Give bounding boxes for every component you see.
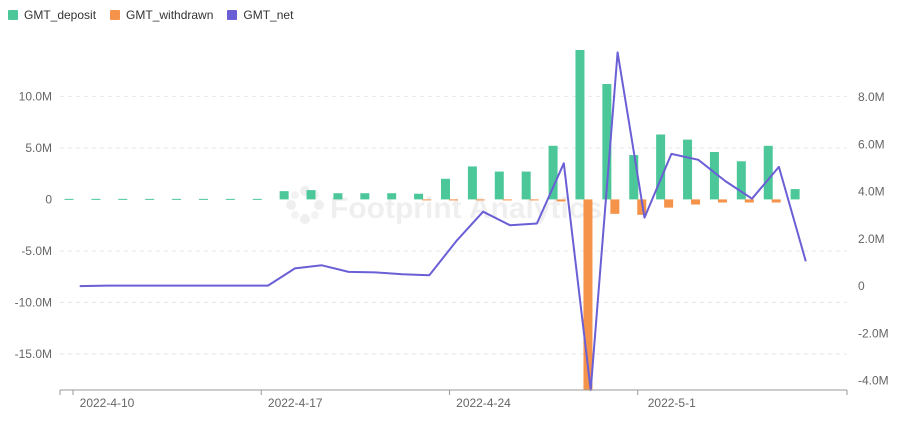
deposit-bar <box>656 134 666 200</box>
legend-item-withdrawn[interactable]: GMT_withdrawn <box>110 8 213 22</box>
deposit-bar <box>252 198 262 200</box>
deposit-bar <box>387 193 397 200</box>
deposit-bar <box>736 161 746 200</box>
withdrawn-bar <box>691 199 701 205</box>
y-left-tick-label: 5.0M <box>25 141 52 155</box>
net-swatch-icon <box>227 10 238 20</box>
x-tick-label: 2022-5-1 <box>648 396 696 410</box>
deposit-bar <box>790 189 800 200</box>
withdrawn-bar <box>529 199 539 201</box>
deposit-bar <box>333 193 343 200</box>
withdrawn-bar <box>556 199 566 202</box>
deposit-bar <box>145 198 155 200</box>
legend: GMT_deposit GMT_withdrawn GMT_net <box>8 8 293 22</box>
y-right-tick-label: 6.0M <box>858 137 885 151</box>
withdrawn-bar <box>771 199 781 203</box>
y-right-tick-label: 0 <box>858 279 865 293</box>
deposit-swatch-icon <box>8 10 18 20</box>
y-left-tick-label: -5.0M <box>21 244 52 258</box>
withdrawn-bar <box>717 199 727 203</box>
x-tick-label: 2022-4-17 <box>268 396 323 410</box>
x-tick-label: 2022-4-24 <box>456 396 511 410</box>
deposit-bar <box>360 193 370 200</box>
deposit-bar <box>602 84 612 200</box>
deposit-bar <box>494 171 504 200</box>
y-left-tick-label: 0 <box>45 192 52 206</box>
withdrawn-bar <box>637 199 647 215</box>
y-right-tick-label: 2.0M <box>858 232 885 246</box>
deposit-bar <box>683 139 693 200</box>
withdrawn-swatch-icon <box>110 10 121 20</box>
deposit-bar <box>91 198 101 200</box>
deposit-bar <box>64 198 74 200</box>
x-tick-label: 2022-4-10 <box>80 396 135 410</box>
withdrawn-bar <box>502 199 512 201</box>
deposit-bar <box>118 198 128 200</box>
y-right-tick-label: -4.0M <box>858 374 889 388</box>
deposit-bar <box>441 178 450 200</box>
y-right-tick-label: 8.0M <box>858 90 885 104</box>
deposit-bar <box>548 145 558 200</box>
watermark-logo-icon <box>286 186 324 224</box>
deposit-bar <box>279 191 289 200</box>
withdrawn-bar <box>744 199 754 203</box>
withdrawn-bar <box>610 199 620 214</box>
legend-label-net: GMT_net <box>243 8 294 22</box>
deposit-bar <box>198 198 208 200</box>
legend-label-withdrawn: GMT_withdrawn <box>126 8 214 22</box>
deposit-bar <box>709 152 719 200</box>
legend-item-net[interactable]: GMT_net <box>227 8 293 22</box>
deposit-bar <box>575 50 585 200</box>
deposit-bar <box>629 155 639 200</box>
watermark-text: Footprint Analytics <box>330 192 602 225</box>
withdrawn-bar <box>449 199 458 201</box>
legend-item-deposit[interactable]: GMT_deposit <box>8 8 96 22</box>
deposit-bar <box>467 166 477 200</box>
legend-label-deposit: GMT_deposit <box>24 8 97 22</box>
y-right-tick-label: -2.0M <box>858 326 889 340</box>
deposit-bar <box>414 193 424 200</box>
deposit-bar <box>225 198 235 200</box>
y-left-tick-label: 10.0M <box>19 89 52 103</box>
deposit-bar <box>306 190 316 200</box>
withdrawn-bar <box>422 199 432 201</box>
deposit-bar <box>763 145 773 200</box>
deposit-bar <box>172 198 182 200</box>
withdrawn-bar <box>475 199 485 201</box>
y-right-tick-label: 4.0M <box>858 185 885 199</box>
deposit-bar <box>521 171 531 200</box>
y-left-tick-label: -15.0M <box>15 347 52 361</box>
withdrawn-bar <box>664 199 674 208</box>
withdrawn-bar <box>583 199 593 390</box>
net-line <box>79 51 807 391</box>
y-left-tick-label: -10.0M <box>15 295 52 309</box>
